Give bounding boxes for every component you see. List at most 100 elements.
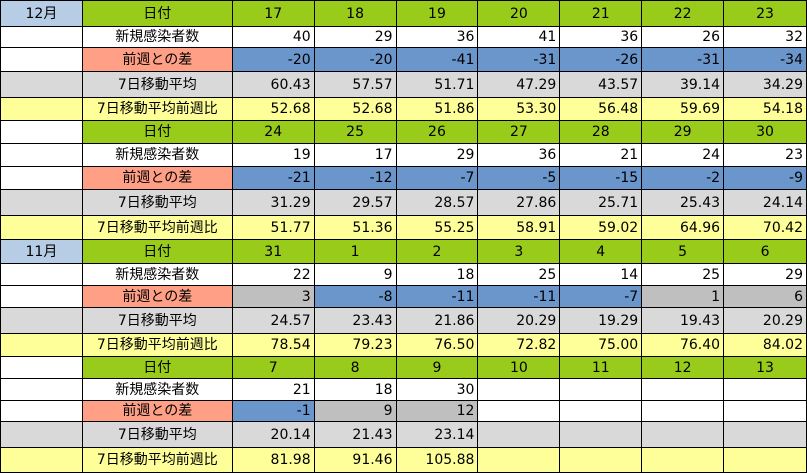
row-label: 日付 [81, 120, 233, 144]
month-spacer [0, 143, 83, 167]
date-cell: 19 [395, 0, 479, 27]
avg7-cell [723, 421, 807, 448]
new-cases-cell: 21 [231, 378, 315, 401]
row-diff: 前週との差 -1 9 12 [0, 400, 807, 422]
avg7-cell [641, 421, 725, 448]
row-label: 前週との差 [81, 285, 233, 308]
new-cases-cell: 19 [231, 143, 315, 167]
date-cell: 7 [231, 356, 315, 379]
row-date: 12月 日付 17 18 19 20 21 22 23 [0, 0, 807, 27]
date-cell: 28 [559, 120, 643, 144]
date-cell: 13 [723, 356, 807, 379]
ratio-cell: 75.00 [559, 333, 643, 357]
date-cell: 4 [559, 239, 643, 264]
ratio-cell: 78.54 [231, 333, 315, 357]
new-cases-cell: 32 [723, 26, 807, 48]
month-spacer [0, 447, 83, 473]
diff-cell: 9 [313, 400, 397, 422]
date-cell: 20 [477, 0, 561, 27]
row-label: 日付 [81, 239, 233, 264]
ratio-cell: 72.82 [477, 333, 561, 357]
date-cell: 18 [313, 0, 397, 27]
row-label: 新規感染者数 [81, 378, 233, 401]
avg7-cell: 51.71 [395, 71, 479, 98]
month-spacer [0, 307, 83, 334]
row-label: 前週との差 [81, 400, 233, 422]
row-diff: 前週との差 3 -8 -11 -11 -7 1 6 [0, 285, 807, 308]
avg7-cell: 21.43 [313, 421, 397, 448]
avg7-cell: 25.43 [641, 189, 725, 216]
diff-cell: -2 [641, 166, 725, 190]
ratio-cell [559, 447, 643, 473]
ratio-cell: 59.02 [559, 215, 643, 240]
ratio-cell: 51.36 [313, 215, 397, 240]
avg7-cell: 57.57 [313, 71, 397, 98]
date-cell: 26 [395, 120, 479, 144]
row-label: 7日移動平均 [81, 421, 233, 448]
avg7-cell: 19.29 [559, 307, 643, 334]
ratio-cell: 58.91 [477, 215, 561, 240]
diff-cell: -9 [723, 166, 807, 190]
month-spacer [0, 215, 83, 240]
month-spacer [0, 400, 83, 422]
ratio-cell [723, 447, 807, 473]
ratio-cell [477, 447, 561, 473]
date-cell: 25 [313, 120, 397, 144]
month-label: 11月 [0, 239, 83, 264]
new-cases-cell: 9 [313, 263, 397, 286]
diff-cell [723, 400, 807, 422]
date-cell: 2 [395, 239, 479, 264]
diff-cell: -7 [559, 285, 643, 308]
avg7-cell: 25.71 [559, 189, 643, 216]
new-cases-cell: 36 [395, 26, 479, 48]
month-spacer [0, 97, 83, 121]
diff-cell: -11 [395, 285, 479, 308]
date-cell: 30 [723, 120, 807, 144]
new-cases-cell: 29 [723, 263, 807, 286]
avg7-cell: 60.43 [231, 71, 315, 98]
diff-cell: -20 [313, 47, 397, 72]
row-date: 日付 7 8 9 10 11 12 13 [0, 356, 807, 379]
month-spacer [0, 378, 83, 401]
row-label: 前週との差 [81, 166, 233, 190]
diff-cell [559, 400, 643, 422]
ratio-cell: 91.46 [313, 447, 397, 473]
diff-cell: -15 [559, 166, 643, 190]
new-cases-cell: 30 [395, 378, 479, 401]
row-avg7: 7日移動平均 24.57 23.43 21.86 20.29 19.29 19.43 20.2… [0, 307, 807, 334]
diff-cell: -20 [231, 47, 315, 72]
date-cell: 21 [559, 0, 643, 27]
row-date: 11月 日付 31 1 2 3 4 5 6 [0, 239, 807, 264]
new-cases-cell [723, 378, 807, 401]
avg7-cell: 21.86 [395, 307, 479, 334]
diff-cell: 6 [723, 285, 807, 308]
ratio-cell: 54.18 [723, 97, 807, 121]
ratio-cell: 55.25 [395, 215, 479, 240]
avg7-cell: 43.57 [559, 71, 643, 98]
diff-cell: -8 [313, 285, 397, 308]
new-cases-cell: 22 [231, 263, 315, 286]
avg7-cell: 23.14 [395, 421, 479, 448]
date-cell: 9 [395, 356, 479, 379]
date-cell: 29 [641, 120, 725, 144]
row-label: 7日移動平均前週比 [81, 447, 233, 473]
ratio-cell: 52.68 [313, 97, 397, 121]
avg7-cell: 20.14 [231, 421, 315, 448]
month-spacer [0, 71, 83, 98]
ratio-cell: 84.02 [723, 333, 807, 357]
diff-cell: -31 [477, 47, 561, 72]
ratio-cell: 105.88 [395, 447, 479, 473]
date-cell: 12 [641, 356, 725, 379]
new-cases-cell: 36 [477, 143, 561, 167]
new-cases-cell: 14 [559, 263, 643, 286]
avg7-cell: 24.57 [231, 307, 315, 334]
date-cell: 11 [559, 356, 643, 379]
diff-cell [641, 400, 725, 422]
avg7-cell: 20.29 [723, 307, 807, 334]
diff-cell: -7 [395, 166, 479, 190]
diff-cell: 12 [395, 400, 479, 422]
date-cell: 31 [231, 239, 315, 264]
diff-cell: -11 [477, 285, 561, 308]
diff-cell: -26 [559, 47, 643, 72]
